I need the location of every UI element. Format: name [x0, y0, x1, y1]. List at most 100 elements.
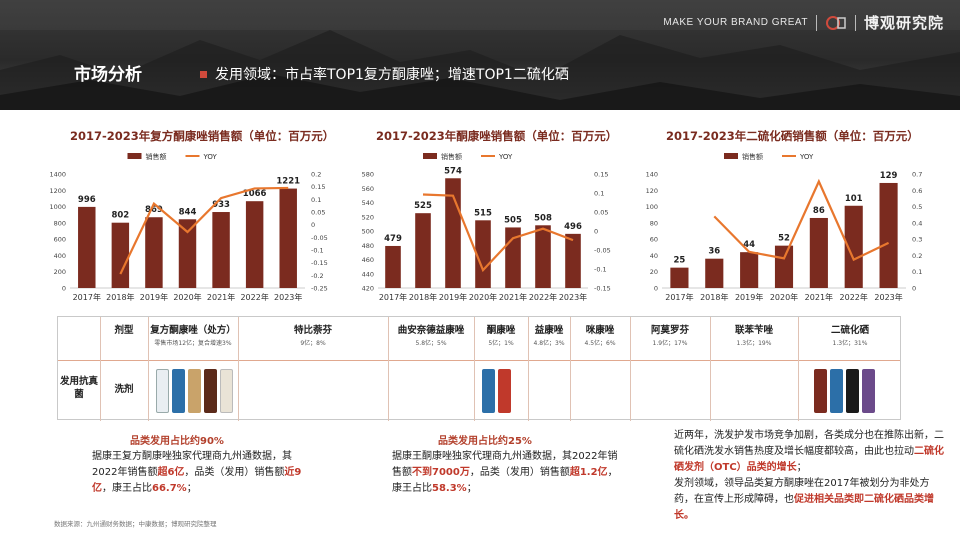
bar-value-label: 44: [743, 240, 755, 250]
y-tick-label: 200: [54, 268, 66, 276]
x-tick-label: 2022年: [840, 292, 868, 302]
chart-fufang-ketoconazole: 销售额 YOY 0 200 400 600 800 1000 1200 1400 -0.25 -0.2…: [49, 152, 328, 302]
product-table: 剂型 复方酮康唑（处方） 零售市场12亿；复合增速3% 特比萘芬 9亿；8% 曲…: [57, 316, 901, 421]
y2-tick-label: 0.2: [912, 252, 922, 260]
bar-value-label: 869: [145, 205, 163, 215]
bar: [415, 213, 431, 288]
x-tick-label: 2019年: [735, 292, 763, 302]
bar-value-label: 36: [708, 247, 720, 257]
y-tick-label: 80: [650, 219, 658, 227]
legend-bar-swatch: [127, 153, 142, 159]
y-tick-label: 1200: [49, 187, 66, 195]
y2-tick-label: 0.2: [311, 171, 321, 179]
right-paragraph-2: 发剂领域，领导品类复方酮康唑在2017年被划分为非处方药，在宣传上形成障碍，也促…: [674, 476, 948, 524]
y2-tick-label: 0.6: [912, 187, 922, 195]
x-tick-label: 2021年: [499, 292, 527, 302]
y2-tick-label: 0.5: [912, 203, 922, 211]
yoy-line: [119, 186, 289, 275]
bar: [565, 233, 581, 288]
bar-value-label: 1066: [243, 189, 267, 199]
package-image: [188, 369, 201, 413]
legend-label: YOY: [203, 153, 218, 161]
legend-bar-swatch: [423, 153, 437, 159]
bar-value-label: 525: [414, 201, 432, 211]
product-name: 复方酮康唑（处方）: [150, 325, 236, 336]
chart3-title: 2017-2023年二硫化硒销售额（单位：百万元）: [666, 129, 919, 143]
y2-tick-label: 0.15: [311, 183, 325, 191]
bar-value-label: 25: [674, 256, 686, 266]
mid-em: 不到7000万: [412, 467, 470, 478]
bar: [178, 219, 197, 288]
mid-text: ，品类（发用）销售额: [469, 467, 570, 478]
bar-value-label: 574: [444, 166, 462, 176]
y2-tick-label: 0.4: [912, 219, 922, 227]
x-tick-label: 2023年: [559, 292, 587, 302]
y-tick-label: 440: [362, 270, 374, 278]
y-tick-label: 580: [362, 171, 374, 179]
y-tick-label: 560: [362, 185, 374, 193]
x-tick-label: 2021年: [207, 292, 235, 302]
bar-value-label: 844: [179, 207, 197, 217]
legend-label: YOY: [498, 153, 513, 161]
bar-value-label: 129: [880, 171, 898, 181]
legend-label: 销售额: [146, 152, 167, 161]
package-image: [862, 369, 875, 413]
right-em: 二硫化硒发剂（OTC）品类的增长: [674, 446, 944, 473]
table-divider: [570, 317, 571, 421]
chart1-title: 2017-2023年复方酮康唑销售额（单位：百万元）: [70, 129, 335, 143]
y-tick-label: 420: [362, 285, 374, 293]
package-image: [846, 369, 859, 413]
table-divider: [710, 317, 711, 421]
bar: [111, 222, 130, 288]
x-tick-label: 2018年: [106, 292, 134, 302]
bar: [705, 258, 724, 288]
y-tick-label: 1000: [49, 203, 66, 211]
x-tick-label: 2019年: [140, 292, 168, 302]
package-image: [482, 369, 495, 413]
mid-text: ；: [466, 483, 477, 494]
left-text: 据康王复方酮康唑独家代理商九州通数据，其2022年销售额: [92, 451, 292, 478]
y2-tick-label: -0.1: [594, 266, 607, 274]
table-divider: [148, 317, 149, 421]
bar-value-label: 515: [474, 208, 492, 218]
product-stat: 4.8亿；3%: [533, 340, 565, 347]
brand-logo-icon: [825, 15, 846, 30]
x-tick-label: 2020年: [173, 292, 201, 302]
table-divider: [528, 317, 529, 421]
y2-tick-label: -0.1: [311, 247, 324, 255]
header-banner: MAKE YOUR BRAND GREAT 博观研究院 市场分析 发用领域：市占…: [0, 0, 960, 110]
bar-value-label: 86: [813, 206, 825, 216]
y-tick-label: 480: [362, 242, 374, 250]
bar: [670, 267, 689, 288]
y-tick-label: 460: [362, 256, 374, 264]
product-stat: 1.3亿；31%: [832, 340, 868, 347]
chart-ketoconazole: 销售额 YOY 420 440 460 480 500 520 540 560 580 -0.15 -0…: [362, 152, 611, 302]
x-tick-label: 2019年: [439, 292, 467, 302]
bar: [245, 201, 264, 288]
y2-tick-label: 0.05: [311, 209, 325, 217]
left-em: 近9亿: [92, 467, 302, 494]
brand-slogan: MAKE YOUR BRAND GREAT: [663, 17, 808, 28]
mid-em: 58.3%: [432, 483, 467, 494]
mid-paragraph: 据康王酮康唑独家代理商九州通数据，其2022年销售额不到7000万，品类（发用）…: [392, 449, 624, 497]
package-image: [156, 369, 169, 413]
row-type-lotion: 洗剂: [114, 384, 134, 395]
table-divider: [798, 317, 799, 421]
y2-tick-label: -0.15: [311, 259, 328, 267]
brand-name: 博观研究院: [863, 14, 944, 32]
x-tick-label: 2018年: [700, 292, 728, 302]
legend-label: 销售额: [441, 152, 462, 161]
left-text: ，品类（发用）销售额: [184, 467, 285, 478]
page-title: 市场分析: [74, 65, 142, 85]
y-tick-label: 0: [654, 285, 658, 293]
left-text: ，康王占比: [102, 483, 152, 494]
product-name: 阿莫罗芬: [650, 325, 689, 336]
y2-tick-label: 0.15: [594, 171, 608, 179]
headline-text: 发用领域：市占率TOP1复方酮康唑；增速TOP1二硫化硒: [215, 67, 569, 83]
y-tick-label: 400: [54, 252, 66, 260]
bar: [740, 252, 759, 288]
y-tick-label: 500: [362, 228, 374, 236]
x-tick-label: 2023年: [274, 292, 302, 302]
right-text: ；: [796, 462, 807, 473]
package-image: [814, 369, 827, 413]
